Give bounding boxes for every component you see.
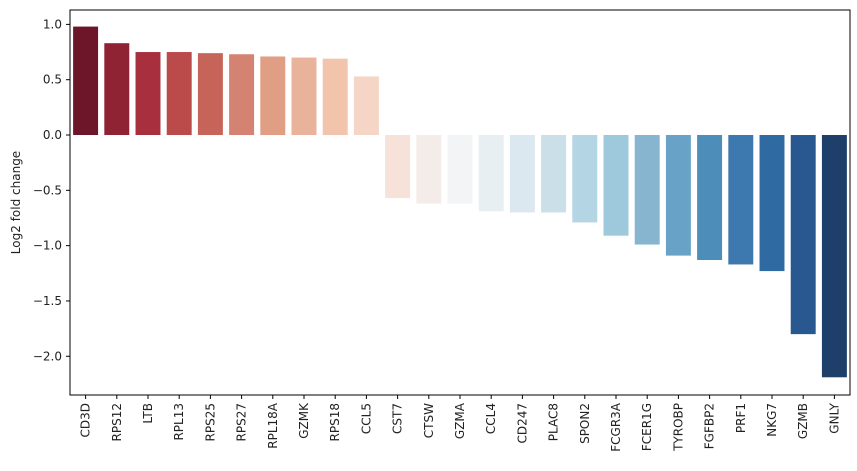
x-tick-label: FGFBP2	[703, 403, 717, 449]
bar-nkg7	[759, 135, 785, 272]
bar-rpl13	[166, 52, 192, 136]
bar-rps27	[229, 54, 255, 136]
bar-rpl18a	[260, 56, 286, 136]
x-tick-label: RPL18A	[266, 402, 280, 449]
y-tick-label: −0.5	[33, 183, 62, 197]
x-tick-label: CCL5	[359, 403, 373, 434]
bar-rps12	[104, 43, 130, 136]
bar-gnly	[821, 135, 847, 378]
bar-gzma	[447, 135, 473, 204]
x-tick-label: RPS27	[235, 403, 249, 441]
bar-cd247	[509, 135, 535, 213]
x-tick-label: NKG7	[765, 403, 779, 437]
bar-cd3d	[73, 26, 99, 136]
x-tick-label: LTB	[141, 403, 155, 424]
bar-fcgr3a	[603, 135, 629, 236]
y-tick-label: 0.5	[43, 73, 62, 87]
x-tick-label: RPS18	[328, 403, 342, 441]
bar-gzmk	[291, 57, 317, 136]
bar-cst7	[385, 135, 411, 199]
bar-ccl4	[478, 135, 504, 212]
x-tick-label: CTSW	[422, 403, 436, 438]
y-axis-label: Log2 fold change	[9, 151, 23, 254]
bar-plac8	[541, 135, 567, 213]
x-tick-label: PRF1	[734, 403, 748, 433]
x-axis: CD3D RPS12 LTB RPL13 RPS25 RPS27 RPL18A GZMK RPS…	[79, 395, 841, 452]
x-tick-label: PLAC8	[547, 403, 561, 441]
x-tick-label: CD3D	[79, 403, 93, 438]
x-tick-label: FCER1G	[640, 403, 654, 451]
y-tick-label: −2.0	[33, 349, 62, 363]
bar-ccl5	[353, 76, 379, 136]
bar-fgfbp2	[697, 135, 723, 261]
bar-ltb	[135, 52, 161, 136]
y-tick-label: 1.0	[43, 17, 62, 31]
bar-ctsw	[416, 135, 442, 204]
x-tick-label: GZMK	[297, 402, 311, 439]
x-tick-label: RPL13	[172, 403, 186, 441]
bar-rps18	[322, 58, 348, 136]
bar-prf1	[728, 135, 754, 265]
x-tick-label: CCL4	[484, 403, 498, 434]
y-axis: 1.0 0.5 0.0 −0.5 −1.0 −1.5 −2.0	[33, 17, 70, 363]
x-tick-label: RPS25	[203, 403, 217, 441]
bar-fcer1g	[634, 135, 660, 245]
x-tick-label: TYROBP	[671, 403, 685, 452]
y-tick-label: 0.0	[43, 128, 62, 142]
x-tick-label: GNLY	[827, 402, 841, 433]
x-tick-label: CD247	[515, 403, 529, 444]
x-tick-label: SPON2	[578, 403, 592, 444]
x-tick-label: RPS12	[110, 403, 124, 441]
x-tick-label: GZMB	[796, 403, 810, 439]
x-tick-label: GZMA	[453, 402, 467, 439]
bar-spon2	[572, 135, 598, 223]
y-tick-label: −1.5	[33, 294, 62, 308]
bar-rps25	[197, 53, 223, 136]
bar-gzmb	[790, 135, 816, 335]
x-tick-label: FCGR3A	[609, 402, 623, 452]
y-tick-label: −1.0	[33, 239, 62, 253]
x-tick-label: CST7	[391, 403, 405, 434]
bar-tyrobp	[665, 135, 691, 256]
bars-group	[73, 26, 847, 378]
